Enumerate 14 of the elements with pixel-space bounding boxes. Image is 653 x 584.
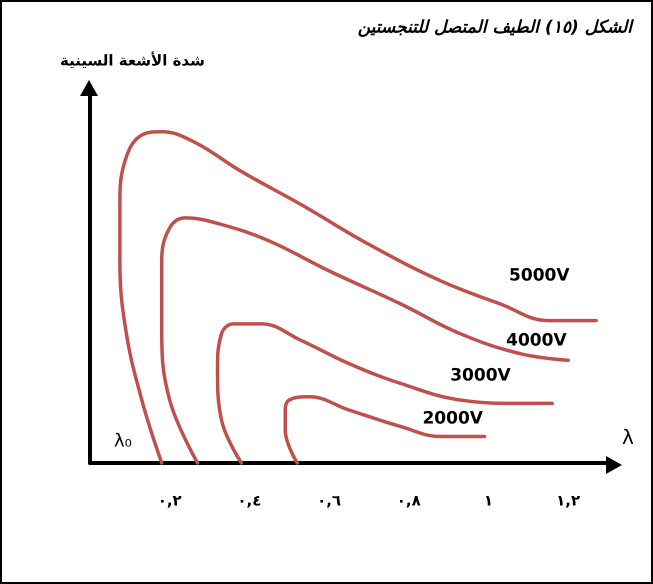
x-tick-label: ٠,٢ (158, 492, 182, 510)
series-label: 3000V (450, 365, 512, 386)
x-tick-label: ١ (484, 492, 494, 510)
x-tick-label: ١,٢ (556, 492, 580, 510)
x-axis-title: λ (622, 425, 634, 449)
x-tick-label: ٠,٤ (237, 492, 262, 510)
x-tick-label: ٠,٦ (317, 492, 342, 510)
chart-title: الشكل (١٥) الطيف المتصل للتنجستين (358, 18, 634, 38)
series-label: 4000V (506, 330, 568, 350)
annotation: λ₀ (114, 430, 132, 452)
x-tick-label: ٠,٨ (396, 492, 421, 510)
series-label: 2000V (422, 408, 484, 428)
series-label: 5000V (509, 266, 570, 286)
y-axis-title: شدة الأشعة السينية (60, 50, 205, 70)
